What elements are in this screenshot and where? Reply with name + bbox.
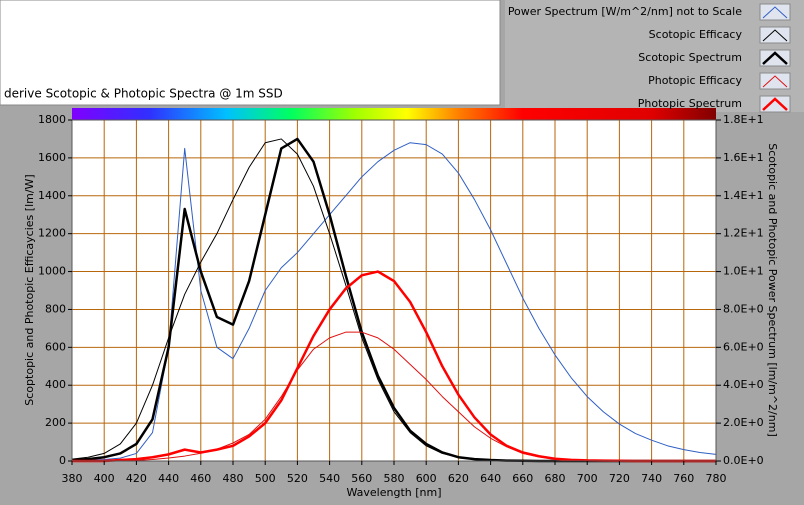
x-tick-label: 500 [255,472,276,485]
x-tick-label: 640 [480,472,501,485]
y-tick-label: 600 [45,340,66,353]
legend-label: Scotopic Efficacy [649,28,743,41]
y2-tick-label: 1.0E+1 [723,265,764,278]
x-tick-label: 680 [545,472,566,485]
series-line [72,142,717,461]
y2-tick-label: 1.2E+1 [723,227,764,240]
legend-swatch-box [759,49,791,67]
y2-axis-label: Scotopic and Photopic Power Spectrum [lm… [766,143,779,436]
legend-swatch-box [759,26,791,44]
legend-label: Photopic Efficacy [648,74,742,87]
y-tick-label: 1600 [38,151,66,164]
y2-tick-label: 2.0E+0 [723,416,764,429]
x-tick-label: 540 [319,472,340,485]
legend-swatch [762,29,788,42]
y2-tick-label: 6.0E+0 [723,340,764,353]
y-tick-label: 1000 [38,265,66,278]
legend-swatch-box [759,3,791,21]
y-tick-label: 1200 [38,227,66,240]
y2-tick-label: 8.0E+0 [723,302,764,315]
y-tick-label: 800 [45,302,66,315]
y-tick-label: 400 [45,378,66,391]
x-tick-label: 400 [94,472,115,485]
legend-swatch [762,75,788,88]
x-tick-label: 580 [384,472,405,485]
x-tick-label: 620 [448,472,469,485]
x-tick-label: 480 [223,472,244,485]
legend-swatch [762,97,788,111]
y-axis-label: Scoptopic and Photopic Efficaycies [lm/W… [23,174,36,405]
y-tick-label: 1800 [38,113,66,126]
x-tick-label: 420 [126,472,147,485]
legend [505,0,804,112]
x-tick-label: 380 [62,472,83,485]
y2-tick-label: 0.0E+0 [723,454,764,467]
x-tick-label: 720 [609,472,630,485]
spectrum-bar [72,108,716,120]
chart-title: derive Scotopic & Photopic Spectra @ 1m … [4,87,283,101]
legend-swatch [762,6,788,19]
legend-label: Power Spectrum [W/m^2/nm] not to Scale [508,5,742,18]
legend-swatch [762,51,788,65]
y-tick-label: 200 [45,416,66,429]
title-box [0,0,501,106]
x-tick-label: 600 [416,472,437,485]
y-tick-label: 1400 [38,189,66,202]
legend-label: Photopic Spectrum [638,97,742,110]
y2-tick-label: 1.4E+1 [723,189,764,202]
x-tick-label: 660 [512,472,533,485]
x-tick-label: 760 [673,472,694,485]
x-tick-label: 460 [190,472,211,485]
y2-tick-label: 1.8E+1 [723,113,764,126]
legend-label: Scotopic Spectrum [638,51,742,64]
x-tick-label: 520 [287,472,308,485]
y2-tick-label: 4.0E+0 [723,378,764,391]
x-tick-label: 440 [158,472,179,485]
x-tick-label: 560 [351,472,372,485]
x-tick-label: 740 [641,472,662,485]
y-tick-label: 0 [59,454,66,467]
y2-tick-label: 1.6E+1 [723,151,764,164]
legend-swatch-box [759,95,791,113]
x-tick-label: 700 [577,472,598,485]
legend-swatch-box [759,72,791,90]
x-axis-label: Wavelength [nm] [346,486,441,499]
x-tick-label: 780 [706,472,727,485]
